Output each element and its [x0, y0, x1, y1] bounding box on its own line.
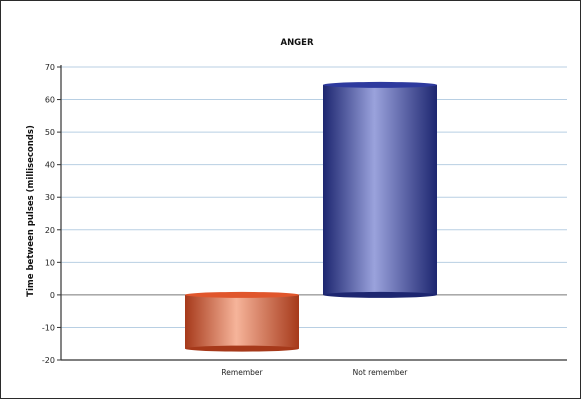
axes — [60, 65, 567, 361]
y-tick-label: -20 — [42, 356, 55, 365]
y-tick-label: 20 — [45, 226, 55, 235]
bar-body — [185, 294, 299, 349]
y-tick-label: 70 — [45, 63, 55, 72]
bar-bottom-cap — [185, 345, 299, 352]
bar-remember — [185, 291, 299, 352]
bar-top-cap — [323, 81, 437, 88]
x-tick-label: Remember — [221, 368, 263, 377]
y-tick-labels: 70 60 50 40 30 20 10 0 -10 -20 — [42, 63, 61, 365]
bar-not-remember — [323, 81, 437, 298]
chart-title: ANGER — [280, 38, 313, 48]
y-tick-label: 10 — [45, 258, 55, 267]
bar-body — [323, 84, 437, 295]
y-tick-label: 40 — [45, 161, 55, 170]
y-axis-label: Time between pulses (milliseconds) — [26, 125, 36, 297]
x-tick-labels: Remember Not remember — [221, 368, 408, 377]
y-tick-label: -10 — [42, 323, 55, 332]
bar-bottom-cap — [323, 291, 437, 298]
bar-top-cap — [185, 291, 299, 298]
x-tick-label: Not remember — [353, 368, 409, 377]
y-tick-label: 0 — [50, 291, 55, 300]
y-tick-label: 30 — [45, 193, 55, 202]
y-tick-label: 50 — [45, 128, 55, 137]
y-tick-label: 60 — [45, 96, 55, 105]
gridlines — [61, 66, 567, 328]
bars — [185, 81, 437, 352]
